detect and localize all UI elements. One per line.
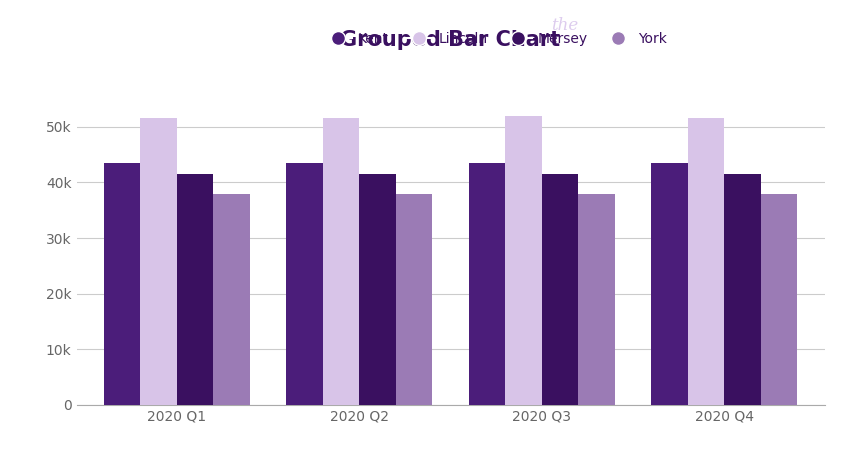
Text: the: the <box>551 18 578 35</box>
Bar <box>177 174 213 405</box>
Legend: Kent, Lincoln, Mersey, York: Kent, Lincoln, Mersey, York <box>319 27 672 51</box>
Bar <box>360 174 396 405</box>
Bar <box>396 194 433 405</box>
Bar <box>213 194 250 405</box>
Bar <box>578 194 615 405</box>
Bar <box>286 163 323 405</box>
Bar <box>505 116 541 405</box>
Bar <box>104 163 140 405</box>
Title: Grouped Bar Chart: Grouped Bar Chart <box>341 30 560 50</box>
Bar <box>468 163 505 405</box>
Text: knowledgeacademy: knowledgeacademy <box>587 15 829 37</box>
Bar <box>541 174 578 405</box>
Bar <box>651 163 688 405</box>
Bar <box>761 194 797 405</box>
Bar <box>323 118 360 405</box>
Bar <box>724 174 761 405</box>
Bar <box>140 118 177 405</box>
Bar <box>688 118 724 405</box>
